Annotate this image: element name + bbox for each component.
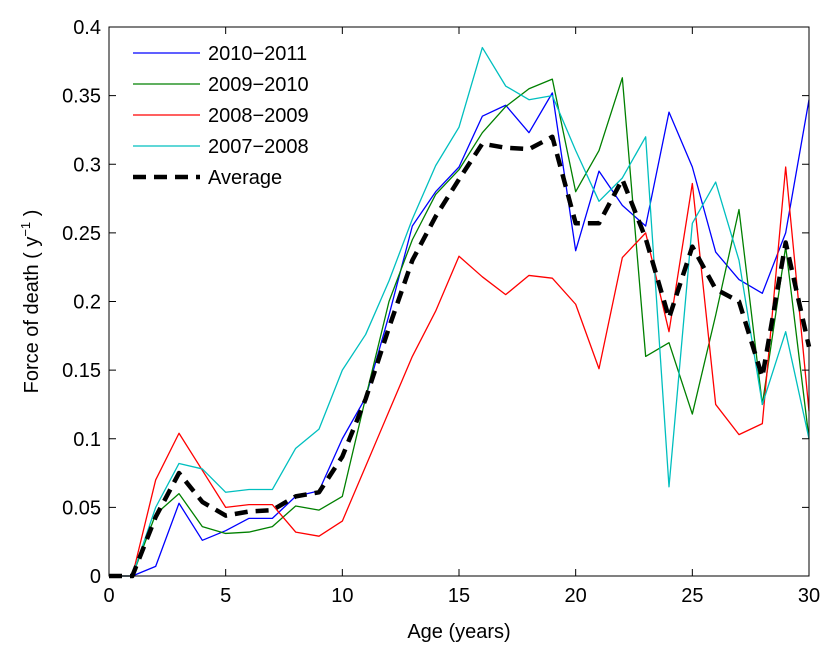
x-tick-label: 25 (681, 585, 703, 607)
legend-label-5: Average (208, 167, 282, 189)
series-line-2 (109, 77, 810, 577)
x-tick-label: 30 (798, 585, 820, 607)
y-tick-label: 0.3 (73, 154, 101, 176)
y-tick-label: 0.05 (62, 497, 101, 519)
y-axis-title-main: Force of death ( y (21, 237, 43, 394)
y-tick-label: 0.35 (62, 86, 101, 108)
legend-label-3: 2008−2009 (208, 105, 309, 127)
legend-label-4: 2007−2008 (208, 136, 309, 158)
x-tick-label: 20 (565, 585, 587, 607)
y-axis-title: Force of death ( y−1 ) (18, 210, 43, 394)
y-tick-label: 0 (90, 566, 101, 588)
y-tick-label: 0.4 (73, 17, 101, 39)
y-tick-label: 0.1 (73, 429, 101, 451)
tick-layer: 0 5 10 15 20 25 30 0 0.05 0.1 0.15 0.2 0.25 0.3 0.35 0.… (62, 17, 820, 607)
x-tick-label: 5 (220, 585, 231, 607)
x-tick-label: 10 (331, 585, 353, 607)
x-tick-label: 15 (448, 585, 470, 607)
series-line-1 (109, 92, 810, 577)
y-tick-label: 0.25 (62, 223, 101, 245)
series-layer (109, 46, 812, 579)
series-line-3 (109, 166, 810, 577)
series-line-5 (109, 134, 812, 579)
y-tick-label: 0.15 (62, 360, 101, 382)
x-tick-label: 0 (103, 585, 114, 607)
series-line-4 (109, 46, 810, 577)
y-axis-title-superscript: −1 (18, 222, 33, 237)
legend: 2010−2011 2009−2010 2008−2009 2007−2008 Aver… (133, 43, 309, 189)
legend-label-2: 2009−2010 (208, 74, 309, 96)
y-tick-label: 0.2 (73, 292, 101, 314)
legend-label-1: 2010−2011 (208, 43, 307, 65)
y-axis-title-close: ) (21, 210, 43, 222)
x-axis-title: Age (years) (407, 621, 510, 643)
